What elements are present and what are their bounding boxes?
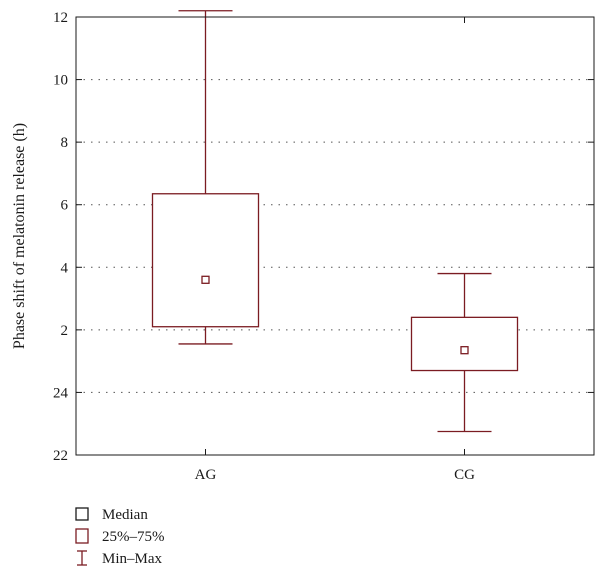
iqr-box [410,316,519,372]
median-marker [201,275,210,284]
y-tick-label: 22 [53,448,68,464]
median-marker [460,346,469,355]
boxes [151,10,519,433]
y-tick-label: 2 [61,323,69,339]
y-tick-label: 12 [53,10,68,26]
legend-item: Min–Max [77,550,163,567]
y-tick-label: 4 [61,260,69,276]
x-tick-label: AG [195,467,217,483]
legend-label: Min–Max [102,551,163,567]
x-tick-label: CG [454,467,475,483]
y-tick-label: 8 [61,135,69,151]
legend-whisker-swatch [77,550,87,566]
legend: Median 25%–75% Min–Max [75,507,165,567]
box-group [410,272,519,433]
box-group [151,10,260,345]
legend-median-swatch [75,507,89,521]
iqr-box [151,193,260,328]
y-axis-title: Phase shift of melatonin release (h) [11,123,28,349]
y-tick-label: 10 [53,73,68,89]
legend-label: Median [102,507,148,523]
y-tick-label: 24 [53,385,69,401]
legend-item: 25%–75% [75,528,165,545]
legend-box-swatch [75,528,89,544]
legend-label: 25%–75% [102,529,165,545]
y-tick-label: 6 [61,198,69,214]
plot-frame [75,16,595,456]
legend-item: Median [75,507,148,523]
